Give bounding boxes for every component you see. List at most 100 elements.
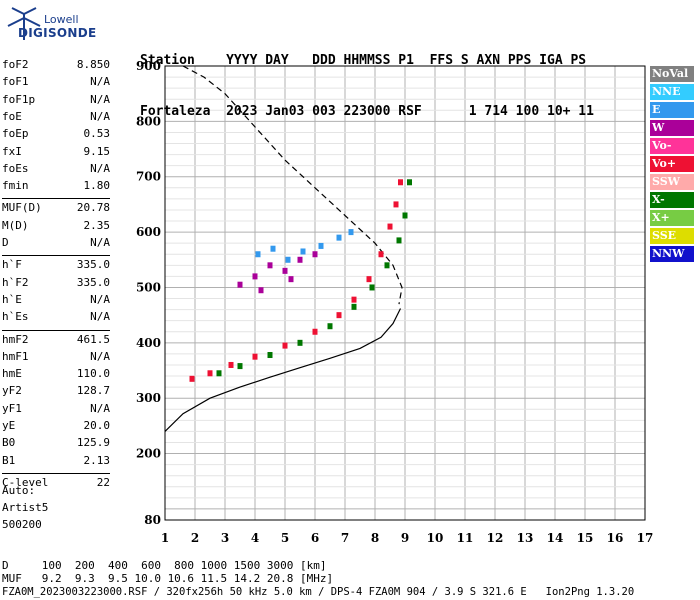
x-tick-label: 8 xyxy=(371,531,379,545)
x-tick-label: 10 xyxy=(427,531,444,545)
echo-point xyxy=(387,223,393,230)
echo-point xyxy=(285,256,291,263)
y-tick-label: 500 xyxy=(136,280,161,294)
echo-point xyxy=(351,303,357,310)
param-row: hmF2 461.5 xyxy=(2,333,110,350)
echo-point xyxy=(252,273,258,280)
param-value: 128.7 xyxy=(76,384,110,398)
x-tick-label: 17 xyxy=(637,531,654,545)
legend-item: X- xyxy=(650,192,694,208)
param-row: fxI 9.15 xyxy=(2,145,110,162)
param-name: h`Es xyxy=(2,310,29,324)
y-tick-label: 80 xyxy=(144,513,161,527)
y-tick-label: 700 xyxy=(136,170,161,184)
x-tick-label: 3 xyxy=(221,531,229,545)
param-row: yF2 128.7 xyxy=(2,384,110,401)
param-name: fmin xyxy=(2,179,29,193)
echo-point xyxy=(216,370,222,377)
param-value: 2.35 xyxy=(83,218,111,232)
param-value: N/A xyxy=(90,109,110,123)
param-row: B0 125.9 xyxy=(2,436,110,453)
legend-item: E xyxy=(650,102,694,118)
lowell-digisonde-logo: Lowell DIGISONDE xyxy=(4,4,96,42)
echo-point xyxy=(312,328,318,335)
footer-muf-row: MUF 9.2 9.3 9.5 10.0 10.6 11.5 14.2 20.8… xyxy=(2,572,334,585)
param-row: hmF1 N/A xyxy=(2,350,110,367)
param-row: foEs N/A xyxy=(2,162,110,179)
profile-solid-curve xyxy=(164,308,402,432)
echo-point xyxy=(207,370,213,377)
param-name: hmE xyxy=(2,367,22,381)
param-name: foEs xyxy=(2,161,29,175)
echo-point xyxy=(237,281,243,288)
param-name: C-level xyxy=(2,475,49,489)
echo-point xyxy=(327,323,333,330)
echo-point xyxy=(297,256,303,263)
param-name: yF1 xyxy=(2,401,22,415)
x-tick-label: 7 xyxy=(341,531,349,545)
echo-point xyxy=(267,352,273,359)
param-value: 0.53 xyxy=(83,127,111,141)
echo-point xyxy=(348,229,354,236)
logo-text-digisonde: DIGISONDE xyxy=(18,26,97,40)
echo-point xyxy=(398,179,403,186)
x-tick-label: 6 xyxy=(311,531,319,545)
x-tick-label: 16 xyxy=(607,531,624,545)
param-name: foF2 xyxy=(2,58,29,71)
param-value: 2.13 xyxy=(83,453,111,467)
legend-item: NNW xyxy=(650,246,694,262)
echo-point xyxy=(300,248,306,255)
echo-point xyxy=(312,251,318,258)
param-name: h`E xyxy=(2,292,22,306)
param-value: N/A xyxy=(90,292,110,306)
param-name: M(D) xyxy=(2,218,29,232)
param-value: N/A xyxy=(90,92,110,106)
param-row: fmin 1.80 xyxy=(2,179,110,196)
param-name: hmF2 xyxy=(2,332,29,346)
param-row: foEp 0.53 xyxy=(2,127,110,144)
header-labels: Station YYYY DAY DDD HHMMSS P1 FFS S AXN… xyxy=(140,53,587,68)
param-value: 8.850 xyxy=(76,58,110,71)
param-name: D xyxy=(2,236,9,249)
param-value: 125.9 xyxy=(76,436,110,450)
x-tick-label: 9 xyxy=(401,531,409,545)
param-name: h`F xyxy=(2,258,22,272)
param-name: foE xyxy=(2,109,22,123)
param-value: N/A xyxy=(90,310,110,324)
echo-point xyxy=(407,179,412,186)
param-row: h`F2 335.0 xyxy=(2,276,110,293)
param-name: hmF1 xyxy=(2,349,29,363)
echo-point xyxy=(252,353,258,360)
param-row: D N/A xyxy=(2,236,110,253)
legend-item: X+ xyxy=(650,210,694,226)
echo-point xyxy=(318,242,324,249)
autoscaler-version: 500200 xyxy=(2,518,42,531)
param-row: yE 20.0 xyxy=(2,419,110,436)
footer-file-info: FZA0M_2023003223000.RSF / 320fx256h 50 k… xyxy=(2,586,635,598)
echo-point xyxy=(258,287,264,294)
echo-point xyxy=(384,262,390,269)
echo-point xyxy=(396,237,402,244)
echo-point xyxy=(189,375,195,382)
echo-point xyxy=(288,276,294,283)
y-tick-label: 800 xyxy=(136,114,161,128)
footer-distance-row: D 100 200 400 600 800 1000 1500 3000 [km… xyxy=(2,559,327,572)
y-tick-label: 400 xyxy=(136,336,161,350)
param-row: foE N/A xyxy=(2,110,110,127)
param-row: foF2 8.850 xyxy=(2,58,110,75)
echo-point xyxy=(351,296,357,303)
legend-item: SSW xyxy=(650,174,694,190)
param-separator xyxy=(2,198,110,200)
param-separator xyxy=(2,329,110,331)
param-row: MUF(D) 20.78 xyxy=(2,201,110,218)
echo-point xyxy=(267,262,273,269)
param-value: N/A xyxy=(90,401,110,415)
auto-label: Auto: xyxy=(2,484,36,497)
param-value: 9.15 xyxy=(83,144,111,158)
param-row: B1 2.13 xyxy=(2,454,110,471)
echo-point xyxy=(393,201,399,208)
echo-point xyxy=(297,339,303,346)
param-name: yE xyxy=(2,419,16,432)
param-value: 20.78 xyxy=(76,201,110,215)
param-value: 22 xyxy=(96,475,110,489)
